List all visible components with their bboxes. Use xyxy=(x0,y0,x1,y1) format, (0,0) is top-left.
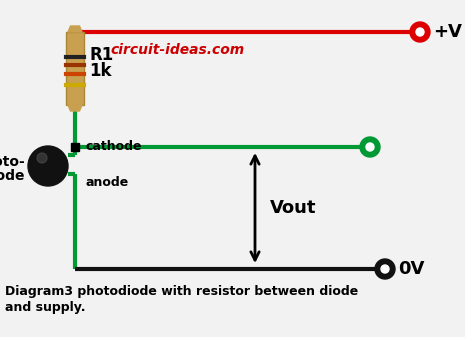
Text: Vout: Vout xyxy=(270,199,317,217)
Text: 0V: 0V xyxy=(398,260,425,278)
Bar xyxy=(71,143,79,151)
Text: Diagram3 photodiode with resistor between diode: Diagram3 photodiode with resistor betwee… xyxy=(5,285,358,298)
Text: diode: diode xyxy=(0,169,25,183)
Circle shape xyxy=(37,153,47,163)
Circle shape xyxy=(360,137,380,157)
Text: cathode: cathode xyxy=(85,140,141,153)
Polygon shape xyxy=(68,26,82,32)
Text: Photo-: Photo- xyxy=(0,155,25,169)
Circle shape xyxy=(375,259,395,279)
Text: and supply.: and supply. xyxy=(5,301,86,314)
Circle shape xyxy=(410,22,430,42)
Text: R1: R1 xyxy=(89,45,113,63)
Circle shape xyxy=(366,143,374,151)
Text: 1k: 1k xyxy=(89,61,112,80)
Bar xyxy=(66,32,84,105)
Circle shape xyxy=(381,265,389,273)
Text: circuit-ideas.com: circuit-ideas.com xyxy=(110,43,244,57)
Polygon shape xyxy=(68,105,82,111)
Circle shape xyxy=(28,146,68,186)
Text: anode: anode xyxy=(85,176,128,189)
Text: +V: +V xyxy=(433,23,462,41)
Circle shape xyxy=(416,28,424,36)
